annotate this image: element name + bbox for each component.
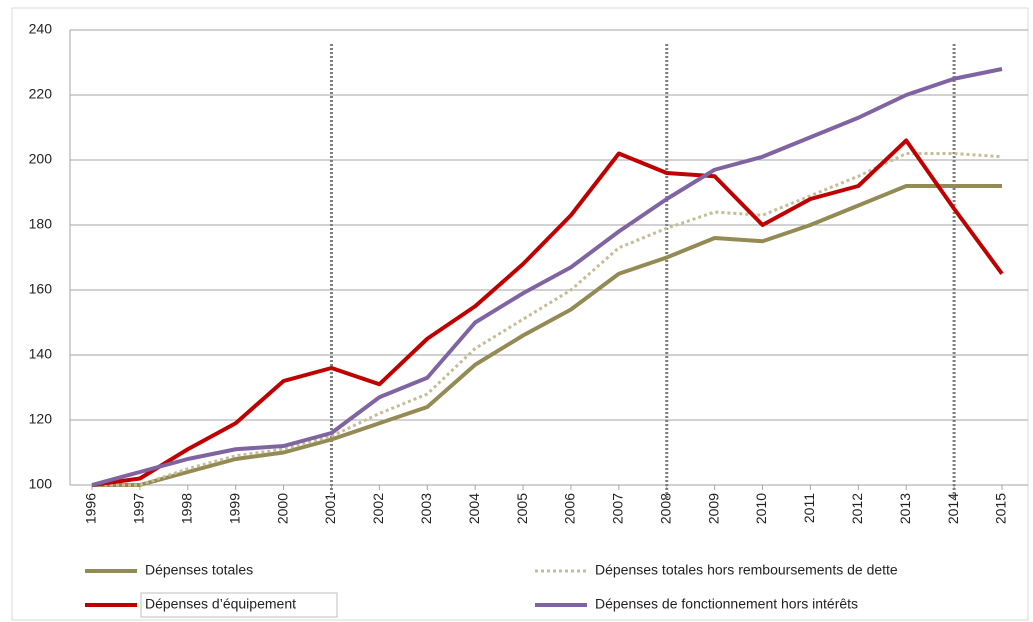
- x-tick-label: 2013: [897, 493, 913, 524]
- x-tick-label: 2005: [514, 493, 530, 524]
- legend-label: Dépenses totales: [145, 562, 253, 578]
- x-tick-label: 2003: [418, 493, 434, 524]
- x-tick-label: 1999: [226, 493, 242, 524]
- y-tick-label: 180: [29, 216, 53, 232]
- y-tick-label: 140: [29, 346, 53, 362]
- legend-selection: [140, 592, 338, 618]
- y-tick-label: 200: [29, 151, 53, 167]
- series-line: [91, 67, 1003, 487]
- y-tick-label: 160: [29, 281, 53, 297]
- legend-label: Dépenses d’équipement: [145, 596, 296, 612]
- legend-label: Dépenses totales hors remboursements de …: [595, 562, 898, 578]
- x-tick-label: 2007: [610, 493, 626, 524]
- x-tick-label: 1997: [131, 493, 147, 524]
- y-tick-label: 220: [29, 86, 53, 102]
- legend-label: Dépenses de fonctionnement hors intérêts: [595, 596, 858, 612]
- series-line: [92, 152, 1003, 487]
- x-tick-label: 2002: [370, 493, 386, 524]
- x-tick-label: 2011: [801, 493, 817, 523]
- x-tick-label: 2001: [322, 493, 338, 524]
- x-tick-label: 2010: [753, 493, 769, 524]
- series-line: [91, 138, 1004, 487]
- x-tick-label: 2014: [945, 493, 961, 524]
- y-tick-label: 100: [29, 476, 53, 492]
- x-tick-label: 2015: [993, 493, 1009, 524]
- x-tick-label: 2012: [849, 493, 865, 524]
- y-tick-label: 120: [29, 411, 53, 427]
- x-tick-label: 1998: [178, 493, 194, 524]
- x-tick-label: 2004: [466, 493, 482, 524]
- x-tick-label: 2006: [562, 493, 578, 524]
- x-tick-label: 1996: [83, 493, 99, 524]
- chart-frame: [11, 7, 1029, 621]
- x-tick-label: 2008: [657, 493, 673, 524]
- series-line: [92, 184, 1002, 487]
- x-tick-label: 2000: [274, 493, 290, 524]
- x-tick-label: 2009: [705, 493, 721, 524]
- y-tick-label: 240: [29, 21, 53, 37]
